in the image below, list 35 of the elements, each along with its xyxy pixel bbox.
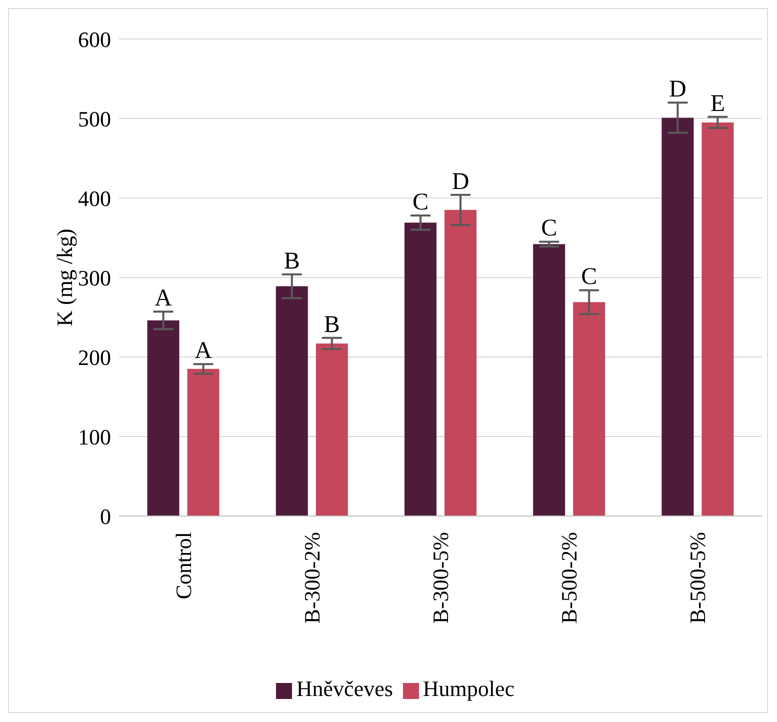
y-tick-label: 300 [78,265,111,290]
y-tick-label: 100 [78,424,111,450]
annotation: E [710,90,726,117]
y-tick-label: 600 [78,26,111,52]
bar [444,210,476,516]
bar [573,302,606,516]
bar [702,122,734,516]
y-tick-label: 200 [78,344,111,370]
bar [147,320,180,516]
x-tick-label: B-500-5% [685,532,710,624]
annotation: B [324,312,340,338]
annotation: C [581,264,598,290]
annotation: D [669,76,686,103]
bar [533,244,566,516]
y-tick-label: 0 [100,504,111,529]
bar [316,343,348,516]
annotation: C [541,216,558,242]
annotation: D [452,168,470,195]
annotation: A [194,338,213,364]
bar [662,118,694,516]
legend-label: Hněvčeves [296,676,393,701]
y-tick-label: 400 [78,186,111,211]
x-tick-label: B-300-5% [428,532,453,624]
y-tick-label: 500 [78,106,111,132]
legend-label: Humpolec [422,676,515,701]
annotation: B [284,248,300,274]
bar [187,368,220,516]
annotation: A [154,286,173,312]
bar [276,286,308,516]
annotation: C [412,189,428,216]
x-tick-label: Control [170,532,196,600]
x-tick-label: B-500-2% [556,532,582,624]
y-axis-title: K (mg /kg) [52,228,77,326]
bar [404,222,436,516]
x-tick-label: B-300-2% [299,532,324,624]
